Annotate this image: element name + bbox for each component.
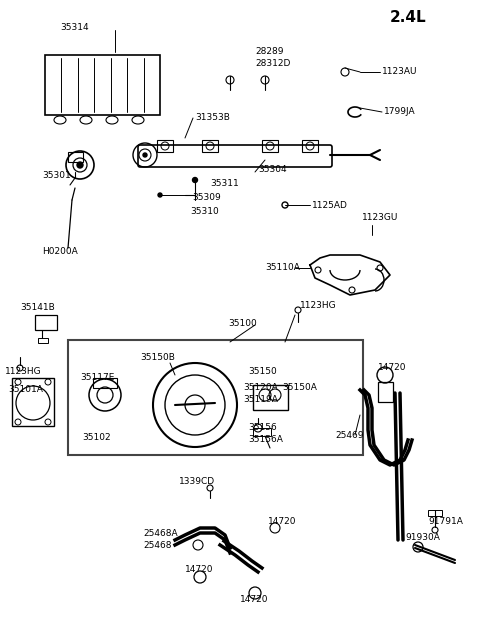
Text: 35101A: 35101A xyxy=(8,386,43,394)
Bar xyxy=(378,382,393,402)
Text: 1799JA: 1799JA xyxy=(384,108,416,116)
Text: 1123GU: 1123GU xyxy=(362,213,398,223)
Bar xyxy=(202,140,218,152)
Text: 35156: 35156 xyxy=(248,423,277,433)
Circle shape xyxy=(143,153,147,157)
Circle shape xyxy=(158,193,162,197)
Text: 35119A: 35119A xyxy=(243,394,278,403)
Bar xyxy=(68,152,83,162)
Text: 35102: 35102 xyxy=(82,433,110,442)
Text: 35150B: 35150B xyxy=(140,353,175,362)
Bar xyxy=(253,428,271,436)
Text: 35304: 35304 xyxy=(258,165,287,174)
Bar xyxy=(35,315,57,330)
Text: 35310: 35310 xyxy=(190,208,219,216)
Text: H0200A: H0200A xyxy=(42,247,78,257)
Text: 91791A: 91791A xyxy=(428,518,463,526)
Bar xyxy=(38,338,48,343)
Text: 1339CD: 1339CD xyxy=(179,477,215,486)
Text: 28312D: 28312D xyxy=(255,60,290,69)
Text: 1125AD: 1125AD xyxy=(312,201,348,209)
Text: 35141B: 35141B xyxy=(20,304,55,313)
Text: 35156A: 35156A xyxy=(248,435,283,445)
Text: 14720: 14720 xyxy=(378,364,407,372)
Text: 1123AU: 1123AU xyxy=(382,67,418,77)
Text: 35301: 35301 xyxy=(42,170,71,179)
Bar xyxy=(157,140,173,152)
Text: 2.4L: 2.4L xyxy=(390,11,427,26)
Text: 35314: 35314 xyxy=(60,23,89,33)
Text: 14720: 14720 xyxy=(268,518,297,526)
Text: 1123HG: 1123HG xyxy=(5,367,42,377)
Circle shape xyxy=(192,177,197,182)
Bar xyxy=(12,378,54,426)
Circle shape xyxy=(282,202,288,208)
Text: 14720: 14720 xyxy=(185,565,214,574)
Text: 35150A: 35150A xyxy=(282,382,317,391)
Text: 25468: 25468 xyxy=(143,542,171,550)
Text: 35309: 35309 xyxy=(192,194,221,203)
Bar xyxy=(428,510,442,516)
Text: 35120A: 35120A xyxy=(243,382,278,391)
Text: 14720: 14720 xyxy=(240,596,268,604)
Bar xyxy=(302,140,318,152)
Circle shape xyxy=(77,162,83,168)
Text: 28289: 28289 xyxy=(255,48,284,57)
Text: 25469: 25469 xyxy=(335,430,363,440)
Text: 35150: 35150 xyxy=(248,367,277,377)
Bar xyxy=(93,378,117,388)
Text: 35100: 35100 xyxy=(228,318,257,328)
Bar xyxy=(45,55,160,115)
Text: 35117E: 35117E xyxy=(80,374,114,382)
Text: 25468A: 25468A xyxy=(143,528,178,538)
Text: 91930A: 91930A xyxy=(405,533,440,542)
Text: 1123HG: 1123HG xyxy=(300,301,336,309)
Bar xyxy=(262,140,278,152)
Bar xyxy=(253,385,288,410)
Text: 35311: 35311 xyxy=(210,179,239,189)
Bar xyxy=(68,340,363,455)
Text: 35110A: 35110A xyxy=(265,264,300,272)
Text: 31353B: 31353B xyxy=(195,113,230,123)
